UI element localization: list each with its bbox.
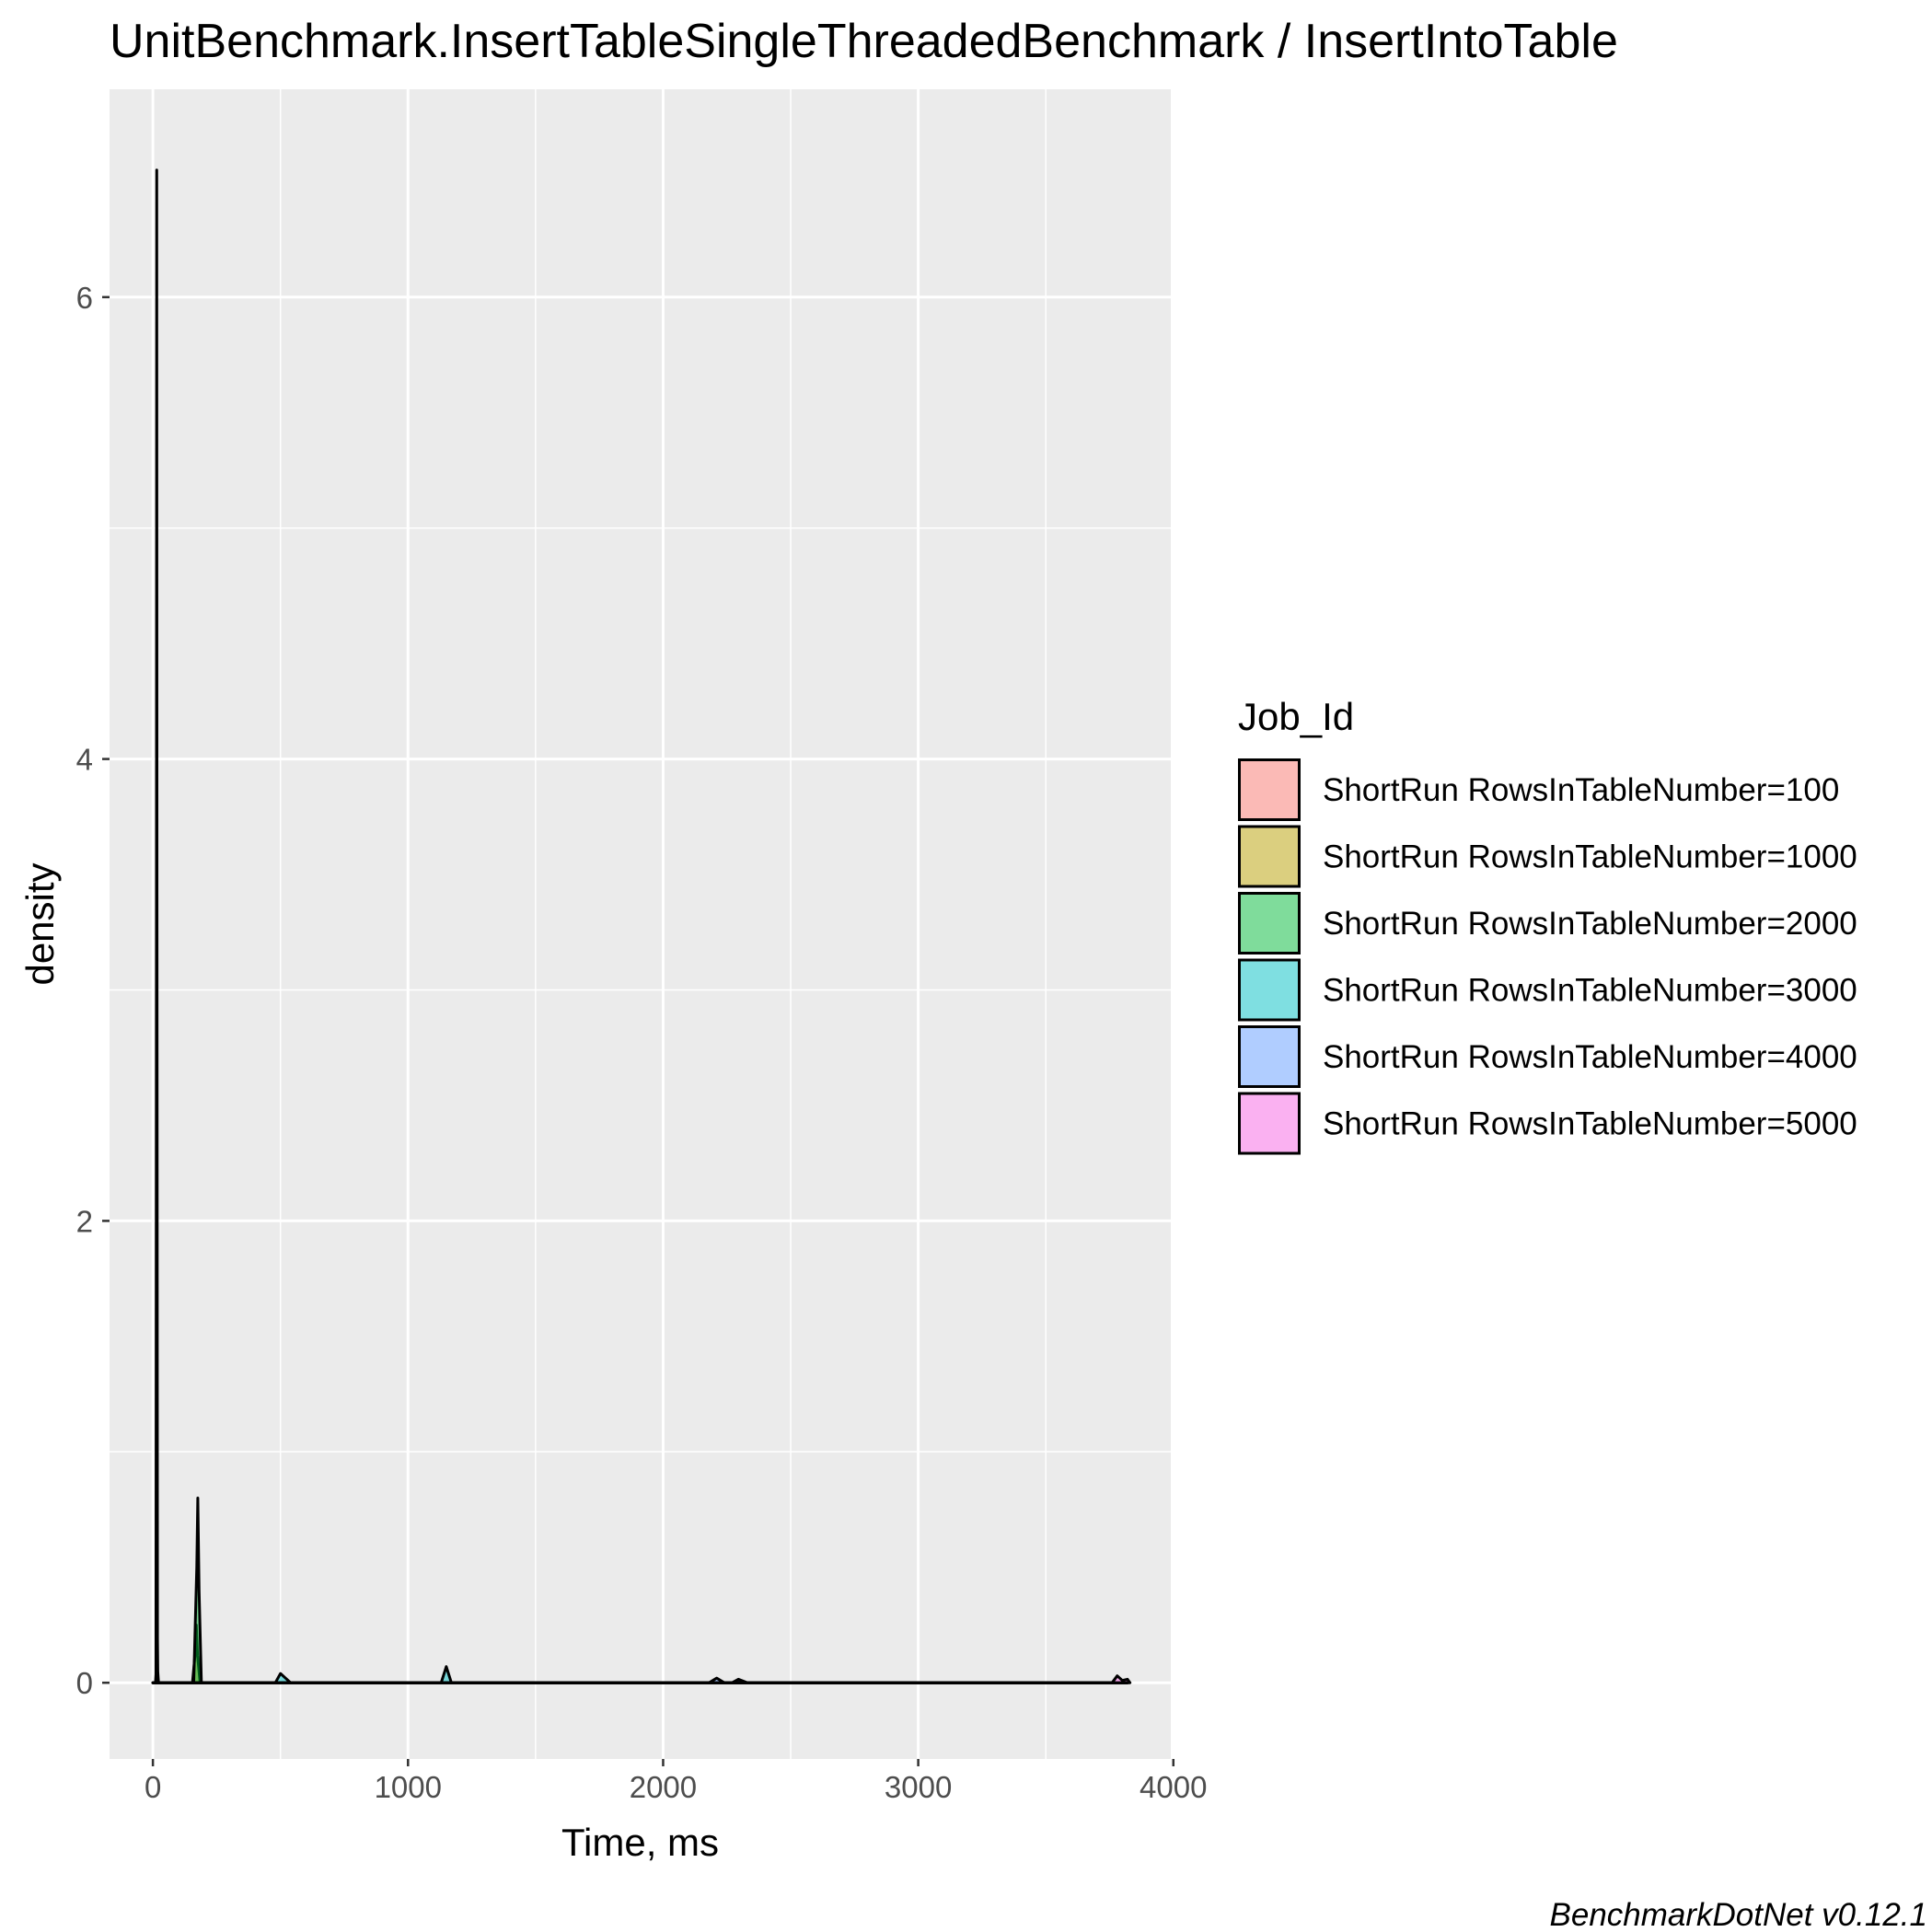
legend-title: Job_Id <box>1238 695 1354 738</box>
plot-panel <box>110 89 1171 1759</box>
legend-label: ShortRun RowsInTableNumber=100 <box>1323 772 1839 808</box>
y-tick-label: 0 <box>76 1666 93 1700</box>
x-tick-label: 1000 <box>375 1770 442 1804</box>
legend-swatch <box>1238 758 1301 821</box>
legend-label: ShortRun RowsInTableNumber=5000 <box>1323 1106 1857 1142</box>
legend-swatch <box>1238 1092 1301 1155</box>
x-tick-label: 4000 <box>1140 1770 1207 1804</box>
legend: Job_Id ShortRun RowsInTableNumber=100Sho… <box>1238 695 1857 1155</box>
legend-label: ShortRun RowsInTableNumber=1000 <box>1323 839 1857 875</box>
y-tick-label: 2 <box>76 1204 93 1238</box>
density-series <box>151 168 1132 1684</box>
legend-label: ShortRun RowsInTableNumber=3000 <box>1323 973 1857 1009</box>
major-gridlines <box>110 89 1175 1759</box>
legend-items: ShortRun RowsInTableNumber=100 ShortRun R… <box>1238 758 1857 1155</box>
x-tick-label: 0 <box>145 1770 161 1804</box>
minor-gridlines <box>110 89 1171 1759</box>
y-tick-label: 6 <box>76 281 93 315</box>
legend-swatch <box>1238 892 1301 954</box>
legend-swatch <box>1238 825 1301 888</box>
x-axis-ticks: 0 1000 2000 3000 4000 <box>145 1759 1207 1804</box>
legend-swatch <box>1238 1025 1301 1088</box>
x-axis-label: Time, ms <box>561 1821 719 1864</box>
chart-title: UnitBenchmark.InsertTableSingleThreadedB… <box>110 15 1618 68</box>
legend-label: ShortRun RowsInTableNumber=2000 <box>1323 906 1857 942</box>
x-tick-label: 2000 <box>630 1770 697 1804</box>
y-tick-label: 4 <box>76 743 93 777</box>
y-axis-label: density <box>18 862 62 985</box>
x-tick-label: 3000 <box>885 1770 952 1804</box>
chart-caption: BenchmarkDotNet v0.12.1 <box>1550 1897 1927 1932</box>
legend-label: ShortRun RowsInTableNumber=4000 <box>1323 1039 1857 1075</box>
legend-swatch <box>1238 958 1301 1022</box>
y-axis-ticks: 0 2 4 6 <box>76 281 110 1700</box>
density-area <box>151 168 1132 1684</box>
